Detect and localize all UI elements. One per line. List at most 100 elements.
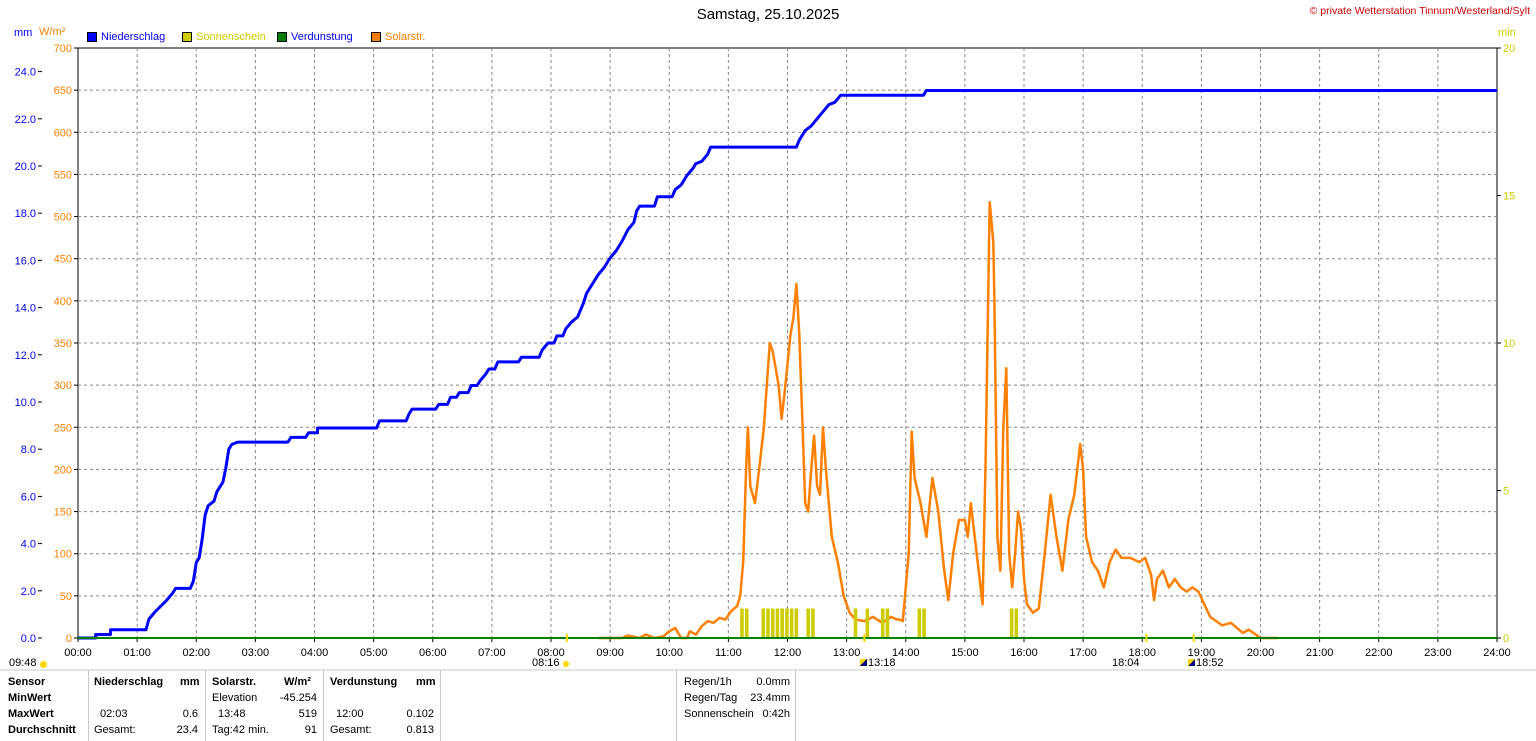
summary-label-rain-day: Regen/Tag — [684, 692, 738, 704]
y-tick-label-mm: 24.0 — [15, 67, 36, 79]
legend-label-solar: Solarstr. — [385, 31, 426, 43]
sunshine-bar — [922, 608, 926, 638]
x-tick-label: 09:00 — [596, 647, 624, 659]
solar-day-label: Tag:42 min. — [212, 724, 269, 736]
niederschlag-total-label: Gesamt: — [94, 724, 136, 736]
legend-swatch-sonnenschein — [182, 32, 192, 42]
niederschlag-max-time: 02:03 — [100, 708, 128, 720]
x-tick-label: 05:00 — [360, 647, 388, 659]
sunshine-bar — [917, 608, 922, 638]
y-tick-label-mm: 8.0 — [21, 444, 36, 456]
sunshine-bar — [885, 608, 890, 638]
unit-min: min — [1498, 27, 1516, 39]
y-tick-label-mm: 12.0 — [15, 350, 36, 362]
series-line-solarstr — [598, 200, 1279, 640]
x-tick-label: 11:00 — [715, 647, 742, 659]
summary-value-rain-day: 23.4mm — [750, 692, 790, 704]
unit-wm2: W/m² — [39, 26, 66, 38]
y-tick-label-mm: 22.0 — [15, 114, 36, 126]
divider — [323, 670, 324, 741]
x-tick-label: 19:00 — [1188, 647, 1216, 659]
summary-label-sunshine: Sonnenschein — [684, 708, 754, 720]
sunshine-bar — [794, 608, 799, 638]
sunshine-bar — [761, 608, 766, 638]
niederschlag-header: Niederschlag — [94, 676, 164, 688]
y-tick-label-min: 15 — [1503, 191, 1515, 203]
y-tick-label-wm2: 650 — [54, 85, 72, 97]
y-tick-label-wm2: 550 — [54, 169, 72, 181]
sunshine-bar — [880, 608, 885, 638]
row-label-max: MaxWert — [8, 708, 54, 720]
sunshine-bar — [811, 608, 815, 638]
dusk-time: 18:52 — [1196, 657, 1224, 669]
x-tick-label: 01:00 — [123, 647, 151, 659]
unit-mm: mm — [14, 27, 33, 39]
x-tick-label: 23:00 — [1424, 647, 1452, 659]
y-tick-label-wm2: 450 — [54, 254, 72, 266]
sunshine-bar — [1009, 608, 1014, 638]
series-line-niederschlag — [78, 89, 1497, 640]
divider — [795, 670, 796, 741]
sunshine-bar — [770, 608, 775, 638]
sunset-time: 18:04 — [1112, 657, 1140, 669]
noon-icon — [860, 659, 867, 666]
x-tick-label: 24:00 — [1483, 647, 1511, 659]
legend-label-niederschlag: Niederschlag — [101, 31, 166, 43]
x-tick-label: 16:00 — [1010, 647, 1038, 659]
y-tick-label-mm: 18.0 — [15, 208, 36, 220]
y-tick-label-mm: 10.0 — [15, 397, 36, 409]
solar-avg-value: 91 — [304, 724, 317, 736]
x-tick-label: 17:00 — [1069, 647, 1097, 659]
summary-label-rain-1h: Regen/1h — [684, 676, 732, 688]
sunshine-bar — [740, 608, 744, 638]
verdunstung-total-value: 0.813 — [406, 724, 434, 736]
x-tick-label: 21:00 — [1306, 647, 1334, 659]
summary-value-rain-1h: 0.0mm — [756, 676, 790, 688]
x-tick-label: 00:00 — [64, 647, 92, 659]
solar-header: Solarstr. — [212, 676, 257, 688]
sun-icon — [40, 661, 47, 668]
x-tick-label: 18:00 — [1128, 647, 1156, 659]
verdunstung-header: Verdunstung — [330, 676, 398, 688]
x-tick-label: 03:00 — [242, 647, 270, 659]
x-tick-label: 14:00 — [892, 647, 920, 659]
y-tick-label-wm2: 0 — [66, 633, 72, 645]
y-tick-label-min: 20 — [1503, 43, 1515, 55]
sunshine-bar — [806, 608, 810, 638]
row-label-avg: Durchschnitt — [8, 724, 76, 736]
divider — [676, 670, 677, 741]
sunshine-bar — [1014, 608, 1019, 638]
verdunstung-total-label: Gesamt: — [330, 724, 372, 736]
y-tick-label-wm2: 250 — [54, 422, 72, 434]
sunshine-bar — [766, 608, 770, 638]
y-tick-label-wm2: 300 — [54, 380, 72, 392]
sunrise-icon — [563, 661, 569, 667]
y-tick-label-wm2: 700 — [54, 43, 72, 55]
x-tick-label: 10:00 — [655, 647, 683, 659]
y-tick-label-mm: 4.0 — [21, 539, 36, 551]
solar-noon-time: 13:18 — [868, 657, 896, 669]
legend-swatch-solar — [371, 32, 381, 42]
dusk-icon — [1188, 659, 1195, 666]
x-tick-label: 06:00 — [419, 647, 447, 659]
x-tick-label: 08:00 — [537, 647, 565, 659]
y-tick-label-wm2: 50 — [60, 591, 72, 603]
x-tick-label: 02:00 — [182, 647, 210, 659]
sunshine-bar — [744, 608, 749, 638]
summary-value-sunshine: 0:42h — [762, 708, 790, 720]
legend-label-sonnenschein: Sonnenschein — [196, 31, 266, 43]
x-tick-label: 13:00 — [833, 647, 861, 659]
copyright-notice: © private Wetterstation Tinnum/Westerlan… — [1309, 5, 1530, 17]
solar-elevation-label: Elevation — [212, 692, 258, 704]
x-tick-label: 04:00 — [301, 647, 329, 659]
y-tick-label-wm2: 600 — [54, 127, 72, 139]
niederschlag-unit: mm — [180, 676, 200, 688]
divider — [88, 670, 89, 741]
solar-elevation-value: -45.254 — [279, 692, 317, 704]
y-tick-label-mm: 0.0 — [21, 633, 36, 645]
verdunstung-max-time: 12:00 — [336, 708, 364, 720]
sunrise-time: 08:16 — [532, 657, 560, 669]
solar-max-time: 13:48 — [218, 708, 246, 720]
y-tick-label-min: 10 — [1503, 338, 1515, 350]
y-tick-label-mm: 16.0 — [15, 255, 36, 267]
